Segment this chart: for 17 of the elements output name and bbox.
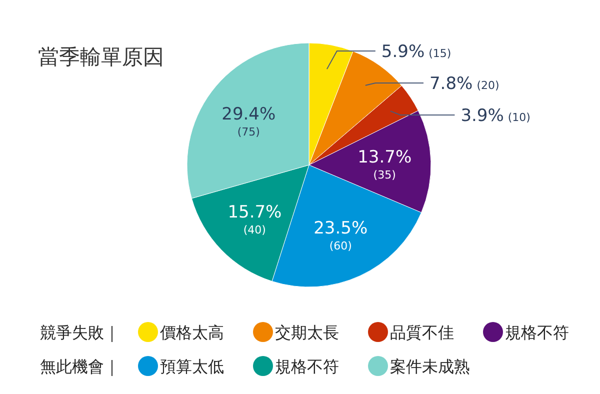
data-label: 5.9% (15) [381, 42, 452, 62]
legend-label: 價格太高 [160, 323, 224, 342]
legend-label: 品質不佳 [390, 323, 454, 342]
data-label: 13.7% (35) [358, 148, 412, 182]
legend-label: 交期太長 [275, 323, 339, 342]
data-label: 7.8% (20) [429, 74, 500, 94]
legend-label: 規格不符 [275, 357, 339, 376]
text: 競爭失敗｜ [40, 323, 120, 342]
data-label: 3.9% (10) [460, 106, 530, 126]
chart-title: 當季輸單原因 [38, 45, 164, 69]
data-label: 15.7% (40) [228, 202, 282, 237]
legend-label: 案件未成熟 [390, 357, 470, 376]
text: 無此機會｜ [40, 357, 120, 376]
legend-label: 規格不符 [505, 323, 569, 342]
data-label: 29.4% (75) [222, 104, 276, 138]
data-label: 23.5% (60) [314, 218, 368, 253]
legend-label: 預算太低 [160, 357, 224, 376]
